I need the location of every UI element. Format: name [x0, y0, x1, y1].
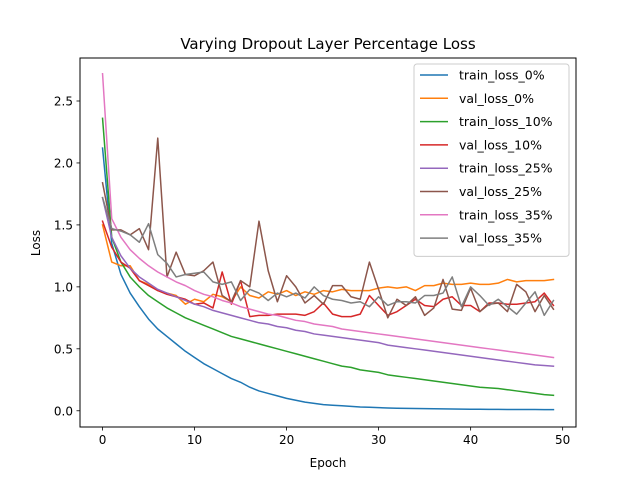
y-tick-label: 1.0	[54, 280, 73, 294]
x-tick-label: 30	[371, 433, 386, 447]
legend-label: val_loss_25%	[459, 184, 542, 199]
legend-label: val_loss_0%	[459, 91, 534, 106]
series-line-4	[101, 196, 555, 367]
legend-label: train_loss_35%	[459, 207, 553, 222]
x-tick-label: 0	[99, 433, 107, 447]
series-line-0	[101, 147, 555, 411]
legend-label: train_loss_0%	[459, 68, 545, 83]
chart-title: Varying Dropout Layer Percentage Loss	[180, 35, 476, 53]
y-axis-label: Loss	[29, 230, 43, 256]
series-line-2	[101, 117, 555, 397]
y-tick-label: 2.5	[54, 94, 73, 108]
plot-frame	[79, 57, 577, 428]
y-tick-label: 1.5	[54, 218, 73, 232]
x-tick-label: 10	[187, 433, 202, 447]
y-tick-label: 0.5	[54, 342, 73, 356]
y-axis-ticks: 0.0 0.5 1.0 1.5 2.0 2.5	[54, 94, 80, 418]
x-tick-label: 40	[463, 433, 478, 447]
legend-label: train_loss_25%	[459, 161, 553, 176]
series-line-6	[101, 72, 555, 359]
x-axis-label: Epoch	[310, 456, 347, 470]
x-axis-ticks: 0 10 20 30 40 50	[99, 427, 570, 447]
y-tick-label: 2.0	[54, 156, 73, 170]
y-tick-label: 0.0	[54, 404, 73, 418]
legend-box	[413, 63, 570, 257]
legend-label: val_loss_35%	[459, 231, 542, 246]
legend: train_loss_0% val_loss_0% train_loss_10%va…	[413, 63, 570, 257]
plot-lines	[101, 72, 555, 411]
x-tick-label: 20	[279, 433, 294, 447]
series-line-7	[101, 196, 555, 317]
legend-label: train_loss_10%	[459, 114, 553, 129]
series-line-5	[101, 137, 555, 319]
legend-label: val_loss_10%	[459, 137, 542, 152]
x-tick-label: 50	[555, 433, 570, 447]
